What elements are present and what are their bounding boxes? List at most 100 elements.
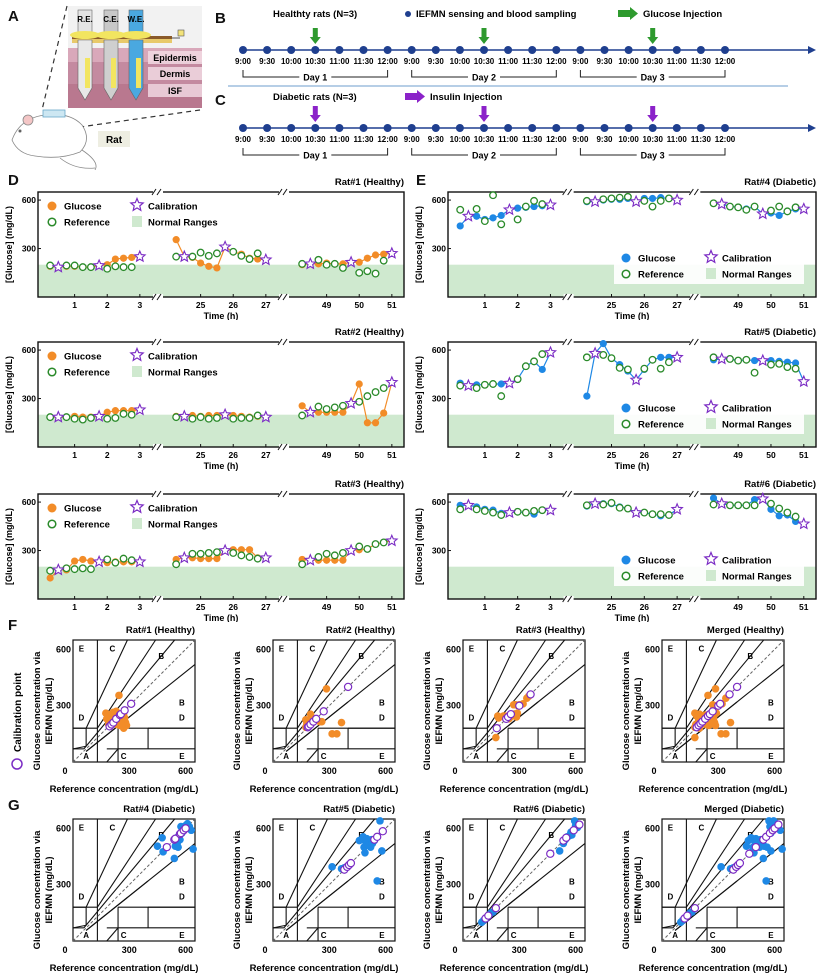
glucose-point [46,574,54,582]
measurement-point [115,691,123,700]
reference-point [709,500,718,509]
measurement-point [722,730,730,738]
x-tick-label: 26 [228,450,238,460]
reference-point [322,260,331,269]
calibration-point [546,849,555,858]
x-tick-label: 49 [733,450,743,460]
timepoint-dot [480,46,488,54]
chart-title: Rat#2 (Healthy) [335,327,404,338]
measurement-point [378,847,386,855]
calibration-point [575,820,584,829]
zone-label: C [321,931,327,940]
reference-point [521,508,530,517]
timepoint-label: 9:00 [235,135,252,144]
glucose-point [489,214,497,222]
calibration-point [797,374,811,388]
legend-reference-icon [621,419,631,429]
measurement-point [109,708,118,717]
zone-label: A [672,931,678,940]
x-tick-label: 600 [767,766,782,776]
x-tick-label: 50 [766,450,776,460]
timepoint-dot [528,46,537,54]
reference-point [78,415,87,424]
reference-point [513,375,522,384]
reference-point [103,414,112,423]
glucose-point [363,419,371,427]
y-tick-label: 600 [22,497,36,507]
measurement-point [328,863,336,871]
glucose-point [497,211,505,220]
timepoint-dot [552,124,561,132]
chart-title: Merged (Healthy) [707,625,784,636]
calibration-point [343,682,353,692]
zone-label: C [500,644,506,653]
timepoint-dot [287,124,296,132]
timepoint-dot [696,124,705,132]
glucose-point [363,254,371,262]
legend-reference-label: Reference [64,368,110,379]
calibration-point [690,903,700,913]
calibration-point [303,553,317,566]
legend-normal-range-icon [132,518,142,529]
y-axis-label: Glucose concentration viaIEFMN (mg/dL) [32,830,55,949]
day-label: Day 2 [472,73,496,83]
reference-point [664,358,673,367]
reference-point [648,202,657,211]
chart-rat2: Rat#2 (Healthy) 300 600 [Glucose] (mg/dL) 1 2… [4,327,405,471]
x-tick-label: 3 [548,602,553,612]
x-tick-label: 26 [640,300,650,310]
legend-normal-range-icon [706,268,716,279]
legend-glucose-label: Glucose [638,254,676,265]
axis-break-mark [562,188,568,196]
timepoint-dot [576,46,585,54]
reference-point [363,392,372,401]
axis-break-mark [151,595,157,603]
timepoint-dot [600,124,609,132]
y-tick-label: 300 [22,244,36,254]
x-tick-label: 49 [322,602,332,612]
reference-point [599,195,608,204]
calibration-point [543,345,558,359]
calibration-point [670,193,684,206]
timepoint-dot [624,46,633,54]
y-tick-label: 600 [432,345,446,355]
calibration-point [344,543,358,557]
x-tick-label: 25 [196,450,206,460]
reference-point [237,551,246,560]
measurement-point [493,712,502,720]
legend-normal-range-icon [132,216,142,227]
legend-calibration-icon [129,196,145,212]
axis-break-mark [277,293,283,301]
zone-boundary [272,924,287,929]
zone-label: C [511,752,517,761]
glucose-point [380,250,388,258]
calibration-point [502,505,517,519]
timepoint-dot [287,46,296,54]
reference-point [497,392,506,401]
reference-point [111,262,120,271]
x-tick-label: 1 [482,450,487,460]
axis-break-mark [567,490,573,498]
zone-boundary [106,748,119,763]
calibration-point [92,409,106,422]
calibration-point [588,194,602,208]
x-tick-label: 3 [548,450,553,460]
x-tick-label: 51 [387,602,397,612]
axis-break-mark [688,595,694,603]
axis-break-mark [277,490,283,498]
reference-point [767,206,775,215]
reference-point [212,548,221,557]
x-tick-label: 0 [262,945,267,955]
zone-label: E [469,644,475,653]
label-dermis: Dermis [160,69,191,79]
reference-point [775,359,784,368]
zone-label: C [310,644,316,653]
x-axis-label: Time (h) [204,613,239,622]
label-ce: C.E. [103,15,119,24]
zone-boundary [685,818,746,908]
zone-label: E [179,752,185,761]
zone-boundary [674,818,717,908]
sampling-dot-icon [405,11,411,17]
